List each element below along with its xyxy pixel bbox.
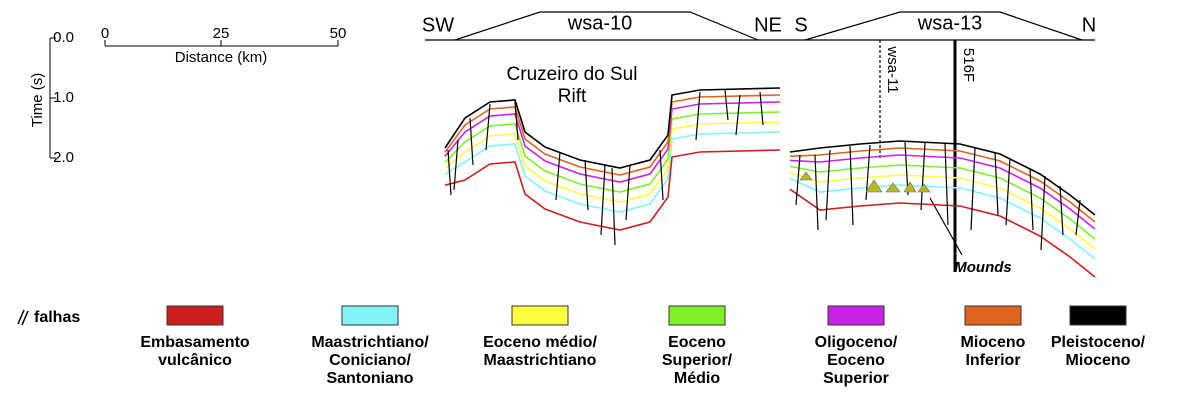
- fault: [920, 142, 926, 211]
- fault: [814, 154, 819, 231]
- legend-swatch: [511, 305, 569, 326]
- fault: [555, 151, 561, 201]
- section-end: S: [794, 14, 807, 36]
- fault: [600, 164, 606, 236]
- fault: [825, 149, 831, 221]
- horizon: [789, 154, 1096, 230]
- rift-label: Cruzeiro do Sul: [507, 64, 638, 85]
- horizon: [789, 171, 1096, 250]
- legend-label: Maastrichtiano/: [311, 334, 429, 351]
- section-name: wsa-13: [917, 12, 982, 34]
- legend-label: Santoniano: [326, 370, 413, 387]
- horizon: [789, 164, 1096, 240]
- fault-symbol: [17, 309, 29, 326]
- horizon: [444, 131, 781, 213]
- rift-label: Rift: [558, 86, 587, 107]
- fault: [759, 91, 764, 126]
- legend-label: Superior/: [662, 352, 733, 369]
- legend-label: Mioceno: [1066, 352, 1131, 369]
- legend-label: Eoceno: [827, 352, 885, 369]
- fault: [447, 149, 452, 196]
- legend-swatch: [166, 305, 224, 326]
- time-scale: [49, 37, 56, 159]
- section-header: [425, 11, 1095, 41]
- surface: [444, 87, 781, 169]
- time-tick: 1.0: [53, 89, 74, 106]
- legend-swatch: [827, 305, 885, 326]
- mounds: [799, 171, 931, 193]
- legend-label: Eoceno médio/: [483, 334, 597, 351]
- legend-label: Superior: [823, 370, 889, 387]
- fault: [625, 164, 631, 221]
- legend-swatch: [964, 305, 1022, 326]
- legend-label: Coniciano/: [329, 352, 411, 369]
- fault: [485, 103, 491, 151]
- distance-tick: 0: [101, 25, 109, 42]
- distance-label: Distance (km): [175, 49, 268, 66]
- fault: [1059, 185, 1064, 236]
- mounds-label: Mounds: [954, 259, 1012, 276]
- fault: [724, 89, 729, 121]
- fault: [584, 159, 589, 211]
- fault: [469, 117, 474, 166]
- fault: [453, 139, 459, 191]
- horizon: [789, 147, 1096, 223]
- legend-swatch: [668, 305, 726, 326]
- horizon: [444, 111, 781, 193]
- legend-label: Pleistoceno/: [1051, 334, 1146, 351]
- fault: [514, 101, 519, 141]
- distance-tick: 25: [213, 25, 230, 42]
- fault: [659, 149, 664, 201]
- horizons: [444, 87, 1096, 278]
- legend-label: Eoceno: [668, 334, 726, 351]
- section-end: NE: [754, 14, 782, 36]
- fault: [695, 91, 701, 141]
- horizon: [789, 177, 1096, 260]
- legend-label: Oligoceno/: [815, 334, 898, 351]
- fault: [1075, 199, 1081, 236]
- legend-label: Mioceno: [961, 334, 1026, 351]
- fault: [1040, 175, 1046, 251]
- horizon: [444, 121, 781, 203]
- section-name: wsa-10: [567, 12, 632, 34]
- well-label: wsa-11: [884, 45, 901, 93]
- distance-tick: 50: [330, 25, 347, 42]
- section-end: N: [1082, 14, 1096, 36]
- legend-label: vulcânico: [158, 352, 232, 369]
- legend-label: Médio: [674, 370, 720, 387]
- faults: [447, 89, 1081, 251]
- fault: [994, 151, 999, 216]
- legend-label: Embasamento: [140, 334, 250, 351]
- section-end: SW: [422, 14, 454, 36]
- well-label: 516F: [960, 48, 977, 82]
- time-label: Time (s): [29, 73, 46, 127]
- legend-label: Inferior: [965, 352, 1020, 369]
- fault: [1029, 167, 1034, 231]
- fault: [849, 145, 854, 226]
- legend-swatch: [1069, 305, 1127, 326]
- fault: [970, 147, 976, 231]
- horizon: [789, 188, 1096, 278]
- fault: [944, 143, 949, 226]
- legend-faults: falhas: [34, 309, 80, 326]
- horizon: [444, 149, 781, 231]
- mounds-pointer: [929, 197, 963, 256]
- time-tick: 0.0: [53, 29, 74, 46]
- fault: [795, 154, 801, 206]
- time-tick: 2.0: [53, 149, 74, 166]
- fault: [1005, 157, 1011, 226]
- fault: [611, 167, 616, 246]
- distance-scale: [104, 40, 339, 47]
- fault: [735, 94, 741, 136]
- legend-label: Maastrichtiano: [484, 352, 597, 369]
- legend-swatch: [341, 305, 399, 326]
